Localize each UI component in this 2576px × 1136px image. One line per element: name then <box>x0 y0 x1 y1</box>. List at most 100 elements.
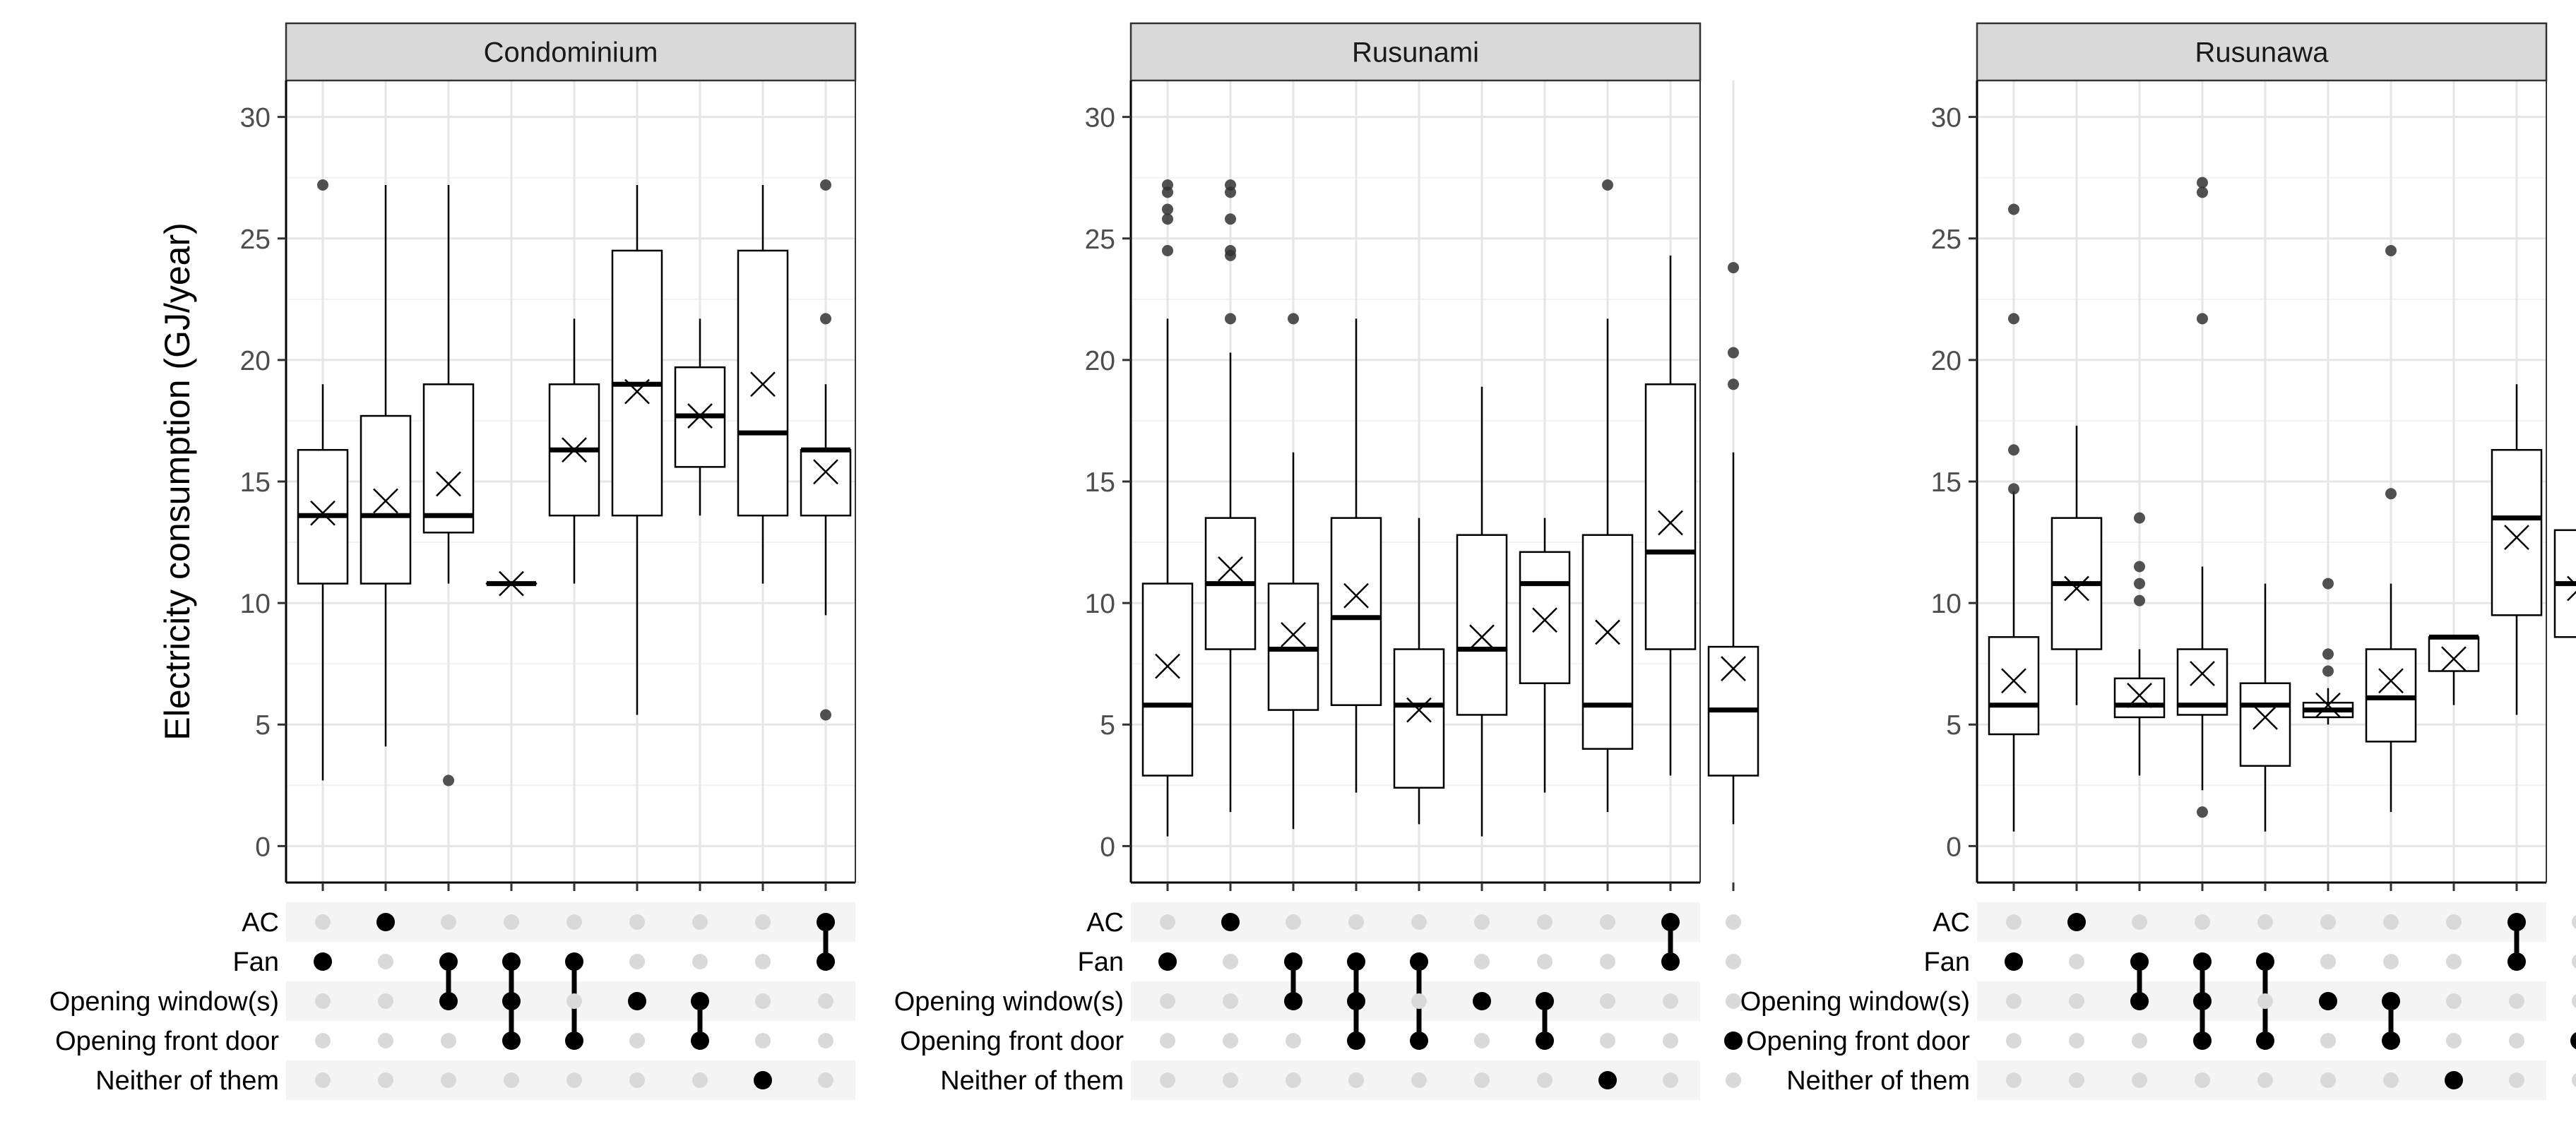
outlier-point <box>1728 347 1739 359</box>
matrix-dot-inactive <box>692 914 708 930</box>
matrix-dot-active <box>2130 952 2149 971</box>
outlier-point <box>2134 512 2145 524</box>
mean-marker <box>2064 575 2089 602</box>
matrix-dot-active <box>1347 992 1365 1010</box>
mean-marker <box>2127 683 2152 708</box>
outlier-point <box>1162 186 1173 198</box>
matrix-dot-inactive <box>504 1072 519 1088</box>
matrix-row-label: Opening front door <box>55 1027 279 1056</box>
y-tick-label: 10 <box>240 589 271 619</box>
mean-marker <box>436 471 461 497</box>
box <box>422 383 475 534</box>
matrix-dot-inactive <box>2069 993 2084 1009</box>
matrix-dot-inactive <box>1160 1033 1175 1048</box>
matrix-dot-inactive <box>1726 993 1741 1009</box>
matrix-dot-active <box>754 1071 772 1089</box>
matrix-dot-inactive <box>2383 954 2399 969</box>
box <box>2239 682 2291 767</box>
matrix-dot-inactive <box>566 1072 582 1088</box>
matrix-dot-inactive <box>1160 1072 1175 1088</box>
matrix-dot-inactive <box>1600 993 1615 1009</box>
matrix-dot-active <box>1661 952 1680 971</box>
matrix-dot-active <box>439 952 458 971</box>
matrix-dot-inactive <box>1286 914 1301 930</box>
outlier-point <box>2134 594 2145 606</box>
outlier-point <box>1728 262 1739 274</box>
matrix-dot-inactive <box>1474 1072 1490 1088</box>
matrix-dot-inactive <box>1726 954 1741 969</box>
matrix-dot-inactive <box>2509 1072 2524 1088</box>
matrix-dot-active <box>1473 992 1491 1010</box>
y-tick-label: 5 <box>255 710 271 741</box>
matrix-dot-inactive <box>2257 1072 2273 1088</box>
matrix-row-label: AC <box>242 908 279 938</box>
y-tick-label: 20 <box>1085 346 1115 376</box>
matrix-dot-active <box>691 992 709 1010</box>
box <box>2428 636 2480 672</box>
matrix-dot-inactive <box>1411 993 1427 1009</box>
box <box>1644 383 1697 650</box>
mean-marker <box>1721 656 1746 681</box>
matrix-dot-inactive <box>818 993 833 1009</box>
y-tick-label: 10 <box>1085 589 1115 619</box>
matrix-dot-active <box>1598 1071 1617 1089</box>
mean-marker <box>2315 692 2341 718</box>
mean-marker <box>813 459 838 485</box>
box <box>1581 534 1634 750</box>
matrix-dot-inactive <box>2572 955 2576 969</box>
matrix-dot-inactive <box>755 1033 771 1048</box>
matrix-row-label: Opening window(s) <box>49 987 279 1017</box>
matrix-dot-inactive <box>2383 1072 2399 1088</box>
matrix-dot-inactive <box>1160 993 1175 1009</box>
matrix-dot-active <box>2193 952 2212 971</box>
mean-marker <box>1155 653 1180 679</box>
boxplot-group-8 <box>2428 634 2480 705</box>
matrix-dot-inactive <box>378 1033 393 1048</box>
matrix-dot-inactive <box>2069 1072 2084 1088</box>
matrix-dot-active <box>439 992 458 1010</box>
outlier-point <box>2385 488 2397 500</box>
matrix-row-label: Opening window(s) <box>894 987 1124 1017</box>
matrix-dot-inactive <box>818 1072 833 1088</box>
box <box>1141 582 1194 777</box>
matrix-row-label: Neither of them <box>95 1066 279 1096</box>
matrix-dot-inactive <box>2132 1072 2147 1088</box>
matrix-dot-inactive <box>2006 993 2022 1009</box>
matrix-dot-inactive <box>1537 914 1553 930</box>
outlier-point <box>1162 244 1173 256</box>
matrix-dot-active <box>1661 913 1680 931</box>
matrix-dot-active <box>2319 992 2337 1010</box>
outlier-point <box>2197 186 2208 198</box>
matrix-dot-inactive <box>2572 994 2576 1008</box>
mean-marker <box>1595 619 1620 645</box>
matrix-dot-active <box>2256 1032 2274 1050</box>
y-tick-label: 30 <box>1085 103 1115 133</box>
matrix-row-label: Fan <box>1924 947 1970 977</box>
facet-strip <box>1976 22 2548 82</box>
matrix-row-label: Neither of them <box>940 1066 1124 1096</box>
matrix-dot-active <box>502 992 521 1010</box>
matrix-dot-inactive <box>2446 914 2462 930</box>
outlier-point <box>443 775 454 787</box>
boxplot-group-6 <box>2302 578 2354 725</box>
boxplot-group-3 <box>422 185 475 787</box>
facet-strip-label: Rusunami <box>1352 37 1479 68</box>
matrix-dot-inactive <box>755 993 771 1009</box>
boxplot-group-5 <box>2239 583 2291 832</box>
matrix-dot-inactive <box>1411 1072 1427 1088</box>
matrix-dot-inactive <box>629 954 645 969</box>
outlier-point <box>2008 203 2019 215</box>
mean-marker <box>499 570 524 597</box>
matrix-dot-inactive <box>2446 954 2462 969</box>
boxplot-group-2 <box>1204 179 1257 813</box>
matrix-dot-inactive <box>2320 954 2336 969</box>
combination-matrix: AC Fan Opening window(s) Opening front door… <box>49 902 855 1100</box>
matrix-dot-inactive <box>2509 1033 2524 1048</box>
boxplot-group-5 <box>1393 518 1445 825</box>
boxplot-group-10 <box>1707 262 1759 825</box>
matrix-dot-inactive <box>1411 914 1427 930</box>
outlier-point <box>2008 313 2019 325</box>
mean-marker <box>1406 697 1432 723</box>
box <box>1393 648 1445 789</box>
